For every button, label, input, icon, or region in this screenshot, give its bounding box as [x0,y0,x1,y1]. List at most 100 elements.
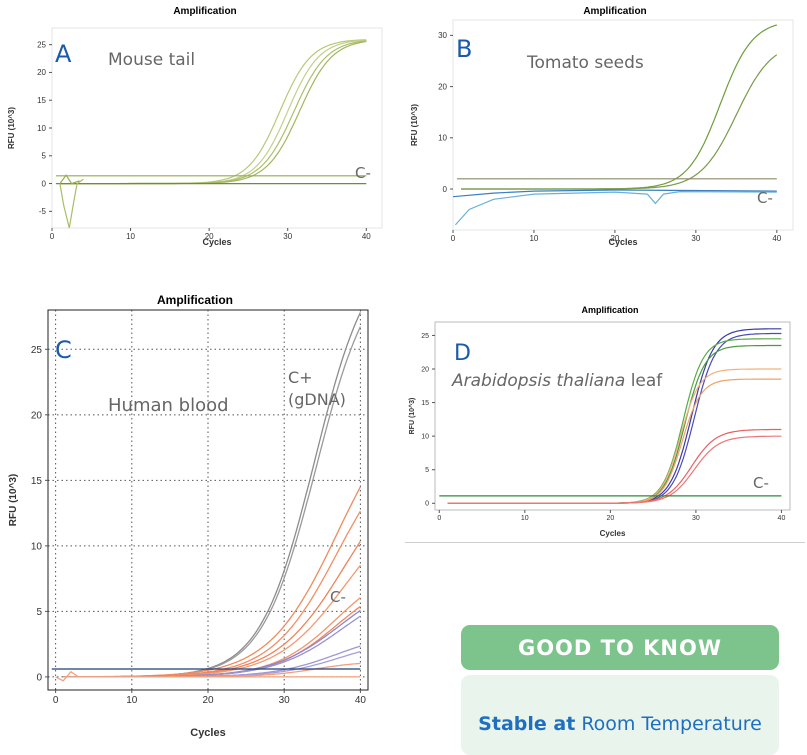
chart-c-svg: Amplification 0 10 20 30 40 0 5 10 15 20 25 Cycles RF… [8,293,369,739]
series-line-8 [63,605,361,678]
y-axis-label: RFU (10^3) [410,104,419,146]
panel-letter: C [55,336,72,364]
plot-frame [452,19,794,231]
x-tick-label: 40 [778,515,786,522]
y-tick-label: 30 [438,31,447,40]
series-line-3 [59,40,367,185]
series-line-2 [59,39,367,185]
chart-title: Amplification [157,293,233,307]
good-to-know-heading: GOOD TO KNOW [461,625,779,670]
negative-control-label: C- [355,164,371,182]
series-line-14 [55,670,361,682]
y-tick-label: 15 [421,400,429,407]
x-tick-label: 20 [610,234,619,243]
series-line-1 [59,39,367,185]
plot-frame [51,27,383,229]
series-line-6 [447,378,782,504]
chart-title: Amplification [583,6,646,17]
series-line-3 [447,338,782,504]
x-tick-label: 30 [692,515,700,522]
y-tick-label: 5 [36,607,42,618]
chart-panel-c: Amplification 0 10 20 30 40 0 5 10 15 20 25 Cycles RF… [0,288,395,742]
x-tick-label: 0 [451,234,456,243]
annotation-rest: leaf [625,371,663,391]
chart-panel-a: Amplification 0 10 20 30 40 -5 0 5 10 15 20 25 Cycles… [0,0,410,290]
y-tick-label: 0 [42,179,47,188]
positive-control-label: C+ [288,368,313,387]
plot-frame [434,321,791,511]
sample-annotation: Human blood [108,395,229,416]
series-line-7 [447,428,782,504]
x-tick-label: 0 [437,515,441,522]
y-tick-label: 10 [37,124,46,133]
x-tick-label: 10 [529,234,538,243]
good-to-know-box: Stable at Room Temperature [461,675,779,755]
y-tick-label: 0 [443,185,448,194]
chart-d-svg: Amplification 0 10 20 30 40 0 5 10 15 20 25 Cycles RF… [408,305,791,538]
x-axis-label: Cycles [202,237,231,247]
chart-a-svg: Amplification 0 10 20 30 40 -5 0 5 10 15 20 25 Cycles… [7,6,383,247]
stability-rest: Room Temperature [581,713,762,735]
x-tick-label: 30 [691,234,700,243]
x-tick-label: 40 [355,695,367,706]
y-tick-label: 0 [425,501,429,508]
positive-control-sublabel: (gDNA) [288,390,346,409]
x-tick-label: 10 [521,515,529,522]
negative-control-label: C- [753,474,769,492]
y-tick-label: 10 [438,134,447,143]
series-line-6 [63,564,361,678]
series-group [439,328,782,504]
sample-annotation: Mouse tail [108,50,195,70]
series-line-5 [63,541,361,678]
series-line-2 [461,54,778,190]
x-tick-label: 10 [126,695,138,706]
chart-panel-b: Amplification 0 10 20 30 40 0 10 20 30 Cycles RFU (… [405,0,807,290]
series-line-2 [63,326,361,678]
x-tick-label: 20 [202,695,214,706]
series-line-8 [447,435,782,504]
stability-bold: Stable at [478,713,576,735]
series-line-8 [59,174,80,185]
panel-d-divider [405,542,805,543]
stability-line: Stable at Room Temperature [461,713,779,735]
x-tick-label: 20 [606,515,614,522]
x-tick-label: 40 [362,232,371,241]
y-tick-label: 10 [421,434,429,441]
series-line-5 [454,190,777,226]
y-tick-label: 25 [37,40,46,49]
x-tick-label: 20 [205,232,214,241]
negative-control-label: C- [330,588,346,606]
y-axis-label: RFU (10^3) [408,398,416,435]
annotation-italic: Arabidopsis thaliana [451,371,625,391]
panel-letter: B [456,35,472,63]
y-axis-label: RFU (10^3) [8,474,19,527]
series-group [55,39,367,228]
y-tick-label: 20 [421,366,429,373]
y-tick-label: 0 [36,672,42,683]
x-tick-label: 10 [126,232,135,241]
x-axis-label: Cycles [600,529,626,538]
x-tick-label: 0 [50,232,55,241]
y-tick-label: 20 [31,410,43,421]
x-axis-label: Cycles [608,237,637,247]
y-tick-label: 15 [31,476,43,487]
chart-title: Amplification [173,6,236,17]
y-axis-label: RFU (10^3) [7,107,16,149]
chart-panel-d: Amplification 0 10 20 30 40 0 5 10 15 20 25 Cycles RF… [405,296,807,542]
panel-letter: A [55,40,72,68]
series-line-1 [461,24,777,190]
x-tick-label: 0 [53,695,59,706]
series-line-1 [447,328,782,504]
series-group [453,24,778,226]
chart-title: Amplification [581,305,638,315]
y-tick-label: 15 [37,96,46,105]
chart-b-svg: Amplification 0 10 20 30 40 0 10 20 30 Cycles RFU (… [410,6,794,247]
y-tick-label: -5 [39,207,47,216]
series-line-4 [453,189,777,198]
sample-annotation: Tomato seeds [526,53,644,73]
y-tick-label: 20 [37,68,46,77]
series-line-4 [63,510,361,678]
y-tick-label: 10 [31,541,43,552]
panel-letter: D [454,341,471,366]
x-tick-label: 40 [772,234,781,243]
